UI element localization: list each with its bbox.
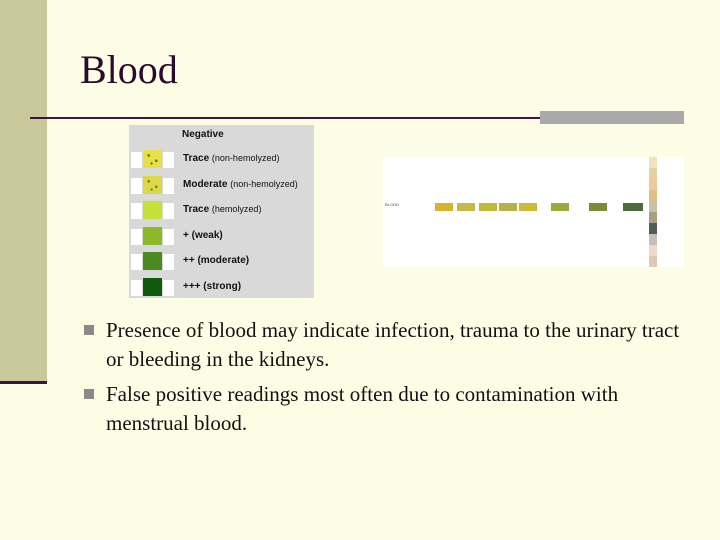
side-column-cell	[649, 212, 657, 223]
strip-pad	[519, 203, 537, 211]
side-column-cell	[649, 201, 657, 212]
side-column-cell	[649, 190, 657, 201]
test-strip-image: BLOOD	[383, 157, 684, 267]
bullet-item: Presence of blood may indicate infection…	[84, 316, 684, 374]
blood-color-chart: Negative Trace (non-hemolyzed) Moderate (…	[129, 125, 314, 298]
side-column-cell	[649, 245, 657, 256]
chart-row: + (weak)	[129, 226, 314, 246]
chart-row-label: Trace (non-hemolyzed)	[183, 153, 280, 164]
chart-row: +++ (strong)	[129, 277, 314, 297]
swatch-blank	[163, 279, 174, 296]
left-decor-bar	[0, 0, 47, 383]
bullet-list: Presence of blood may indicate infection…	[84, 316, 684, 444]
strip-caption: BLOOD	[385, 202, 400, 207]
left-decor-bar-edge	[0, 381, 47, 384]
strip-pad	[589, 203, 607, 211]
chart-row: Trace (hemolyzed)	[129, 200, 314, 220]
bullet-text: Presence of blood may indicate infection…	[106, 318, 680, 371]
color-swatch	[143, 226, 162, 245]
swatch-blank	[163, 254, 174, 270]
strip-pad	[551, 203, 569, 211]
bullet-text: False positive readings most often due t…	[106, 382, 619, 435]
side-column-cell	[649, 223, 657, 234]
swatch-blank	[131, 203, 142, 219]
swatch-blank	[131, 228, 142, 245]
strip-pad	[479, 203, 497, 211]
swatch-blank	[131, 279, 142, 296]
chart-row: Trace (non-hemolyzed)	[129, 149, 314, 169]
chart-row-label: Trace (hemolyzed)	[183, 204, 262, 215]
swatch-blank	[131, 254, 142, 270]
bullet-item: False positive readings most often due t…	[84, 380, 684, 438]
color-swatch	[143, 201, 162, 219]
swatch-blank	[163, 228, 174, 245]
chart-row-label: ++ (moderate)	[183, 255, 250, 266]
chart-row: Moderate (non-hemolyzed)	[129, 175, 314, 195]
chart-row: ++ (moderate)	[129, 251, 314, 271]
color-swatch	[143, 175, 162, 194]
bullet-square-icon	[84, 389, 94, 399]
side-column-cell	[649, 234, 657, 245]
strip-side-column	[649, 157, 657, 267]
chart-heading-negative: Negative	[182, 129, 224, 140]
chart-row-label: +++ (strong)	[183, 280, 242, 292]
strip-pad	[499, 203, 517, 211]
swatch-blank	[163, 152, 174, 168]
chart-row-label: + (weak)	[183, 229, 223, 241]
swatch-blank	[163, 203, 174, 219]
swatch-blank	[131, 177, 142, 194]
side-column-cell	[649, 179, 657, 190]
title-rule	[30, 117, 544, 119]
side-column-cell	[649, 157, 657, 168]
strip-pad	[457, 203, 475, 211]
slide-title: Blood	[80, 47, 178, 92]
color-swatch	[143, 252, 162, 270]
swatch-blank	[131, 152, 142, 168]
side-column-cell	[649, 256, 657, 267]
bullet-square-icon	[84, 325, 94, 335]
swatch-blank	[163, 177, 174, 194]
title-rule-accent	[540, 111, 684, 124]
strip-pad	[435, 203, 453, 211]
color-swatch	[143, 150, 162, 168]
chart-row-label: Moderate (non-hemolyzed)	[183, 178, 298, 190]
side-column-cell	[649, 168, 657, 179]
strip-pad	[623, 203, 643, 211]
color-swatch	[143, 277, 162, 296]
